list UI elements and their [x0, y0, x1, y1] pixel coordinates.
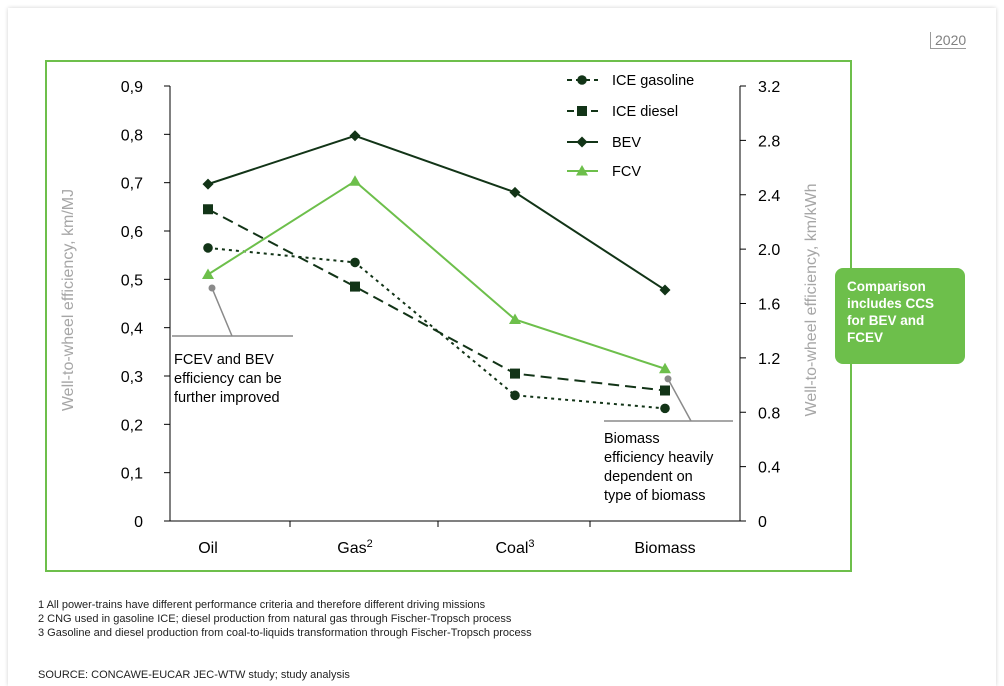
y-tick-label-right: 2.0	[758, 242, 780, 259]
footnote-1: 1 All power-trains have different perfor…	[38, 599, 486, 611]
y-axis-title-right: Well-to-wheel efficiency, km/kWh	[803, 184, 820, 417]
data-point-fcv	[349, 175, 361, 186]
data-point-ice-diesel	[203, 204, 213, 215]
series-line-bev	[207, 134, 666, 291]
ccs-callout-line: FCEV	[847, 330, 884, 345]
y-tick-label-right: 3.2	[758, 79, 780, 96]
y-tick-label-left: 0,3	[121, 369, 143, 386]
y-tick-label-right: 0.4	[758, 460, 780, 477]
legend-label: ICE diesel	[612, 104, 678, 120]
footnote-3: 3 Gasoline and diesel production from co…	[38, 627, 532, 639]
y-tick-label-right: 0.8	[758, 405, 780, 422]
annotation-text-line: type of biomass	[604, 488, 706, 504]
data-point-bev	[202, 178, 214, 190]
data-point-ice-diesel	[350, 281, 360, 292]
annotation-text-line: dependent on	[604, 469, 693, 485]
data-point-ice-gasoline	[510, 390, 520, 401]
y-tick-label-left: 0,2	[121, 417, 143, 434]
y-tick-label-left: 0,9	[121, 79, 143, 96]
series-line-fcv	[207, 179, 666, 370]
data-point-bev	[509, 186, 521, 198]
y-tick-label-right: 0	[758, 514, 767, 531]
ccs-callout-line: for BEV and	[847, 313, 925, 328]
y-tick-label-right: 2.4	[758, 188, 780, 205]
x-tick-label: Gas2	[337, 538, 372, 557]
x-tick-superscript: 2	[367, 538, 373, 550]
x-tick-superscript: 3	[528, 538, 534, 550]
y-tick-label-right: 1.2	[758, 351, 780, 368]
annotation-text-line: FCEV and BEV	[174, 352, 274, 368]
y-tick-label-left: 0,5	[121, 272, 143, 289]
page	[8, 8, 996, 686]
y-tick-label-left: 0,7	[121, 176, 143, 193]
annotation-leader	[211, 287, 233, 337]
y-tick-label-right: 2.8	[758, 133, 780, 150]
y-axis-title-left: Well-to-wheel efficiency, km/MJ	[60, 189, 77, 411]
annotation-text-line: efficiency heavily	[604, 450, 714, 466]
y-tick-label-left: 0,8	[121, 127, 143, 144]
annotation-leader	[667, 378, 692, 422]
year-tag: 2020	[930, 32, 967, 49]
footnote-2: 2 CNG used in gasoline ICE; diesel produ…	[38, 613, 512, 625]
data-point-fcv	[202, 268, 214, 279]
y-tick-label-left: 0	[134, 514, 143, 531]
y-tick-label-left: 0,6	[121, 224, 143, 241]
chart-frame	[45, 60, 852, 572]
ccs-callout-line: includes CCS	[847, 296, 935, 311]
x-tick-label: Oil	[198, 540, 218, 557]
annotation-text-line: Biomass	[604, 431, 660, 447]
legend-label: ICE gasoline	[612, 73, 694, 89]
series-line-ice-diesel	[207, 208, 666, 392]
legend-label: BEV	[612, 135, 641, 151]
data-point-bev	[349, 130, 361, 142]
data-point-ice-diesel	[510, 368, 520, 379]
data-point-fcv	[509, 313, 521, 324]
legend-marker	[576, 165, 588, 176]
ccs-callout-box: Comparison includes CCS for BEV and FCEV	[835, 268, 965, 364]
data-point-ice-diesel	[660, 385, 670, 396]
data-point-fcv	[659, 362, 671, 374]
legend-marker	[577, 75, 587, 85]
data-point-bev	[659, 284, 671, 296]
x-tick-label: Biomass	[634, 540, 695, 557]
legend-marker	[577, 106, 587, 116]
ccs-callout-line: Comparison	[847, 279, 926, 294]
data-point-ice-gasoline	[203, 243, 213, 253]
x-tick-label: Coal3	[495, 538, 534, 557]
y-tick-label-left: 0,1	[121, 466, 143, 483]
annotation-text-line: further improved	[174, 390, 280, 406]
legend-marker	[576, 136, 588, 148]
y-tick-label-right: 1.6	[758, 297, 780, 314]
footnotes: 1 All power-trains have different perfor…	[38, 598, 532, 640]
data-point-ice-gasoline	[660, 403, 670, 414]
annotation-text-line: efficiency can be	[174, 371, 282, 387]
legend-label: FCV	[612, 164, 641, 180]
data-point-ice-gasoline	[350, 257, 360, 268]
source-note: SOURCE: CONCAWE-EUCAR JEC-WTW study; stu…	[38, 669, 350, 681]
y-tick-label-left: 0,4	[121, 321, 143, 338]
